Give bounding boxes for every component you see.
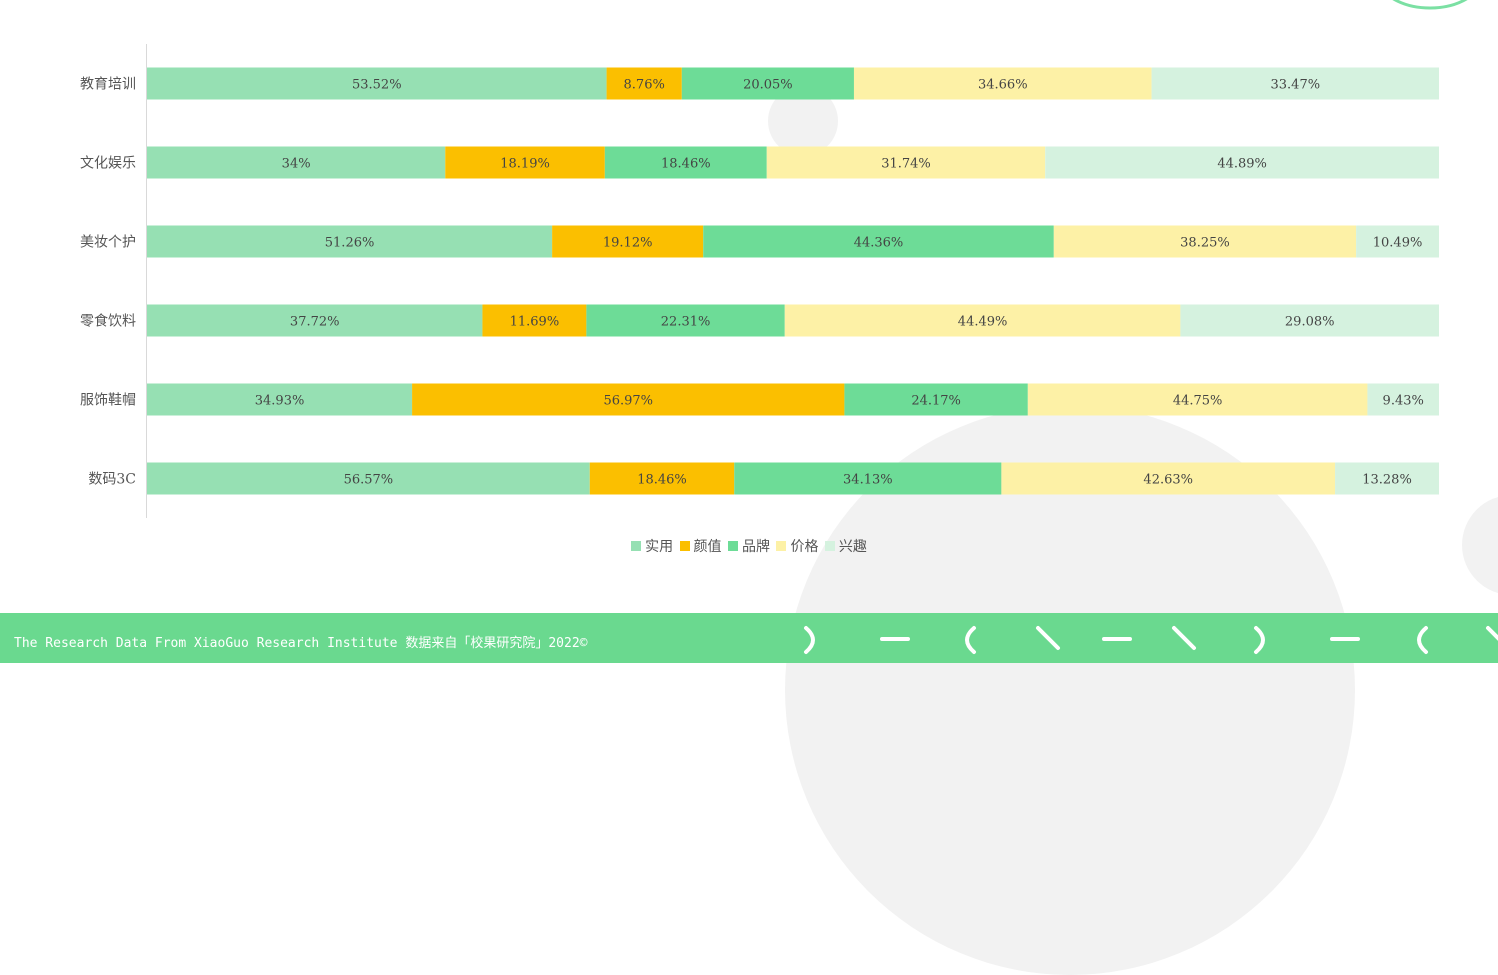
value-label-2-0: 51.26% [325, 236, 375, 251]
deco-slash-2 [1172, 626, 1196, 650]
bar-5-1 [589, 462, 735, 495]
legend-swatch-3 [776, 541, 787, 551]
bar-3-0 [147, 304, 483, 337]
bars-group: 53.52% 8.76% 20.05% 34.66% 33.47% 34% 18.19% 18… [147, 67, 1439, 495]
value-label-0-4: 33.47% [1271, 78, 1321, 93]
bar-3-3 [784, 304, 1181, 337]
value-label-2-4: 10.49% [1373, 236, 1423, 251]
bar-0-2 [681, 67, 854, 100]
value-label-1-4: 44.89% [1217, 157, 1267, 172]
bar-4-3 [1027, 383, 1368, 416]
bar-2-2 [703, 225, 1054, 258]
value-label-3-4: 29.08% [1285, 315, 1335, 330]
bar-0-0 [147, 67, 607, 100]
footer-bar: The Research Data From XiaoGuo Research … [0, 613, 1498, 663]
bar-1-4 [1045, 146, 1439, 179]
value-label-4-1: 56.97% [603, 394, 653, 409]
legend-label-2: 品牌 [742, 539, 770, 555]
legend-swatch-4 [824, 541, 835, 551]
bar-3-1 [482, 304, 587, 337]
value-label-1-0: 34% [282, 157, 311, 172]
bar-4-1 [412, 383, 845, 416]
legend-swatch-0 [631, 541, 642, 551]
category-label-3: 零食饮料 [80, 313, 136, 330]
bar-2-0 [147, 225, 553, 258]
value-label-0-1: 8.76% [624, 78, 665, 93]
bar-1-0 [147, 146, 446, 179]
legend-item-3: 价格 [776, 536, 818, 556]
deco-arc-right-1 [804, 626, 815, 654]
bar-4-0 [147, 383, 413, 416]
category-label-0: 教育培训 [80, 77, 136, 93]
footer-decoration [804, 626, 1498, 654]
value-label-5-1: 18.46% [637, 473, 687, 488]
deco-arc-left-2 [1417, 626, 1428, 654]
value-label-5-4: 13.28% [1362, 473, 1412, 488]
value-label-5-0: 56.57% [344, 473, 394, 488]
legend-swatch-1 [679, 541, 690, 551]
category-label-1: 文化娱乐 [80, 156, 136, 172]
value-label-5-2: 34.13% [843, 473, 893, 488]
value-label-1-1: 18.19% [500, 157, 550, 172]
value-label-3-0: 37.72% [290, 315, 340, 330]
value-label-2-3: 38.25% [1180, 236, 1230, 251]
deco-slash-3 [1486, 626, 1498, 641]
bar-5-2 [734, 462, 1002, 495]
value-label-5-3: 42.63% [1143, 473, 1193, 488]
bar-1-3 [766, 146, 1046, 179]
value-label-0-2: 20.05% [743, 78, 793, 93]
bar-2-3 [1053, 225, 1357, 258]
legend-item-0: 实用 [631, 536, 673, 556]
chart-legend: 实用 颜值 品牌 价格 兴趣 [0, 536, 1498, 556]
deco-slash-1 [1036, 626, 1060, 650]
legend-label-3: 价格 [790, 539, 819, 555]
legend-label-0: 实用 [645, 539, 674, 555]
value-label-2-1: 19.12% [603, 236, 653, 251]
legend-item-4: 兴趣 [824, 536, 867, 556]
legend-label-4: 兴趣 [838, 539, 867, 555]
bar-0-1 [606, 67, 682, 100]
value-label-4-3: 44.75% [1173, 394, 1223, 409]
category-label-5: 数码3C [88, 472, 136, 488]
value-label-3-3: 44.49% [958, 315, 1008, 330]
bar-2-4 [1356, 225, 1439, 258]
legend-item-2: 品牌 [728, 536, 770, 556]
deco-arc-right-2 [1254, 626, 1265, 654]
value-label-3-1: 11.69% [510, 315, 560, 330]
bar-5-4 [1335, 462, 1439, 495]
bar-4-4 [1367, 383, 1439, 416]
value-label-0-0: 53.52% [352, 78, 402, 93]
bar-5-3 [1001, 462, 1336, 495]
bar-3-4 [1180, 304, 1439, 337]
legend-label-1: 颜值 [693, 539, 722, 555]
value-label-2-2: 44.36% [854, 236, 904, 251]
corner-decoration [1392, 0, 1468, 10]
bar-2-1 [552, 225, 704, 258]
bar-0-4 [1151, 67, 1439, 100]
legend-item-1: 颜值 [679, 536, 722, 556]
category-label-4: 服饰鞋帽 [80, 393, 136, 409]
bar-4-2 [844, 383, 1028, 416]
footer-source-text: The Research Data From XiaoGuo Research … [14, 636, 588, 651]
bar-1-2 [604, 146, 767, 179]
value-label-3-2: 22.31% [661, 315, 711, 330]
bar-5-0 [147, 462, 590, 495]
value-label-1-2: 18.46% [661, 157, 711, 172]
legend-swatch-2 [728, 541, 738, 551]
bar-3-2 [586, 304, 785, 337]
category-label-2: 美妆个护 [80, 235, 136, 251]
value-label-4-4: 9.43% [1383, 394, 1424, 409]
value-label-1-3: 31.74% [881, 157, 931, 172]
value-label-4-2: 24.17% [911, 394, 961, 409]
stacked-bar-chart: 53.52% 8.76% 20.05% 34.66% 33.47% 34% 18.19% 18… [80, 44, 1439, 518]
value-label-0-3: 34.66% [978, 78, 1028, 93]
bar-1-1 [445, 146, 605, 179]
value-label-4-0: 34.93% [255, 394, 305, 409]
deco-arc-left-1 [965, 626, 976, 654]
bar-0-3 [853, 67, 1152, 100]
